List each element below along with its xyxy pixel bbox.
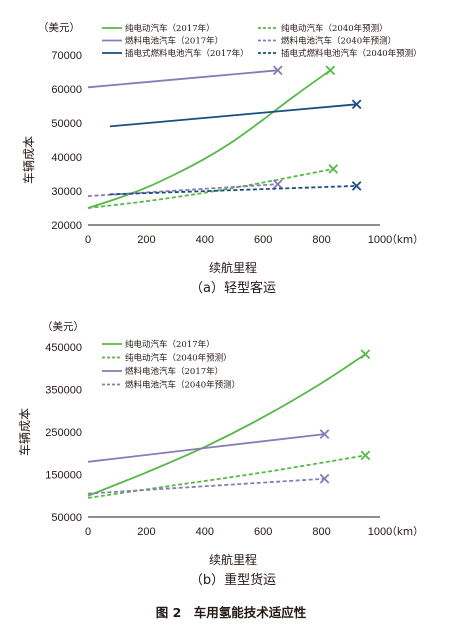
x-tick-label: 1000 — [368, 234, 392, 246]
series-end-marker-3 — [319, 473, 330, 484]
x-tick-label: 200 — [137, 234, 155, 246]
chart-a-y-unit: （美元） — [38, 21, 80, 34]
series-line-0 — [87, 69, 331, 209]
chart-a: （美元） 车辆成本 纯电动汽车（2017年） 纯电动汽车（2040年预测） 燃料电池… — [21, 21, 424, 296]
y-tick-label: 250000 — [45, 427, 82, 439]
y-tick-label: 40000 — [51, 152, 82, 164]
series-end-marker-5 — [351, 181, 362, 191]
figure-caption: 图 2 车用氢能技术适应性 — [156, 605, 307, 620]
y-tick-label: 50000 — [51, 512, 82, 524]
legend-entry: 纯电动汽车（2040年预测） — [125, 353, 232, 364]
chart-b-y-ticks: 50000 150000 250000 350000 450000 — [45, 342, 82, 524]
legend-entry: 插电式燃料电池汽车（2017年） — [125, 48, 249, 59]
y-tick-label: 150000 — [45, 470, 82, 482]
chart-b: （美元） 车辆成本 纯电动汽车（2017年） 纯电动汽车（2040年预测） 燃料电池… — [17, 320, 424, 588]
y-tick-label: 350000 — [45, 385, 82, 397]
y-tick-label: 30000 — [51, 186, 82, 198]
series-line-0 — [87, 353, 366, 497]
series-line-5 — [109, 185, 357, 196]
chart-b-x-label: 续航里程 — [209, 552, 257, 567]
series-end-marker-4 — [351, 99, 362, 110]
chart-b-x-ticks: 0 200 400 600 800 1000 — [85, 526, 392, 538]
x-tick-label: 400 — [196, 234, 214, 246]
chart-b-caption: （b）重型货运 — [190, 572, 276, 588]
x-tick-label: 0 — [85, 234, 91, 246]
series-end-marker-0 — [325, 65, 336, 76]
series-line-1 — [87, 168, 334, 209]
series-end-marker-1 — [328, 164, 339, 174]
chart-a-x-unit: （km） — [386, 234, 423, 246]
series-line-3 — [87, 477, 325, 495]
chart-a-x-ticks: 0 200 400 600 800 1000 — [85, 234, 392, 246]
chart-b-legend: 纯电动汽车（2017年） 纯电动汽车（2040年预测） 燃料电池汽车（2017年） 燃… — [102, 339, 240, 391]
chart-b-plot — [87, 349, 371, 499]
chart-a-legend: 纯电动汽车（2017年） 纯电动汽车（2040年预测） 燃料电池汽车（2017年） 燃… — [102, 23, 422, 59]
series-end-marker-2 — [272, 65, 283, 76]
chart-b-y-unit: （美元） — [42, 320, 84, 333]
chart-b-x-unit: （km） — [386, 526, 423, 538]
chart-a-caption: （a）轻型客运 — [190, 280, 276, 296]
chart-a-y-label: 车辆成本 — [21, 136, 36, 184]
y-tick-label: 70000 — [51, 50, 82, 62]
legend-entry: 纯电动汽车（2040年预测） — [281, 23, 388, 34]
y-tick-label: 50000 — [51, 118, 82, 130]
legend-entry: 燃料电池汽车（2017年） — [125, 36, 223, 47]
legend-entry: 燃料电池汽车（2017年） — [125, 366, 223, 377]
x-tick-label: 400 — [196, 526, 214, 538]
x-tick-label: 200 — [137, 526, 155, 538]
series-end-marker-0 — [360, 349, 371, 360]
legend-entry: 插电式燃料电池汽车（2040年预测） — [281, 48, 422, 59]
x-tick-label: 1000 — [368, 526, 392, 538]
series-end-marker-2 — [319, 429, 330, 439]
legend-entry: 纯电动汽车（2017年） — [125, 339, 215, 350]
series-line-2 — [87, 69, 278, 89]
series-end-marker-1 — [360, 450, 371, 461]
series-line-4 — [109, 103, 357, 128]
chart-a-plot — [87, 65, 362, 209]
x-tick-label: 600 — [254, 234, 272, 246]
legend-entry: 纯电动汽车（2017年） — [125, 23, 215, 34]
series-end-marker-3 — [272, 179, 283, 190]
x-tick-label: 800 — [312, 526, 330, 538]
chart-a-y-ticks: 20000 30000 40000 50000 60000 70000 — [51, 50, 82, 232]
chart-b-y-label: 车辆成本 — [17, 408, 32, 456]
x-tick-label: 800 — [312, 234, 330, 246]
chart-a-x-label: 续航里程 — [209, 260, 257, 275]
series-line-2 — [87, 433, 325, 463]
series-line-1 — [87, 454, 366, 499]
y-tick-label: 60000 — [51, 84, 82, 96]
series-line-3 — [87, 183, 278, 197]
legend-entry: 燃料电池汽车（2040年预测） — [125, 380, 240, 391]
y-tick-label: 450000 — [45, 342, 82, 354]
legend-entry: 燃料电池汽车（2040年预测） — [281, 36, 396, 47]
x-tick-label: 600 — [254, 526, 272, 538]
y-tick-label: 20000 — [51, 220, 82, 232]
x-tick-label: 0 — [85, 526, 91, 538]
